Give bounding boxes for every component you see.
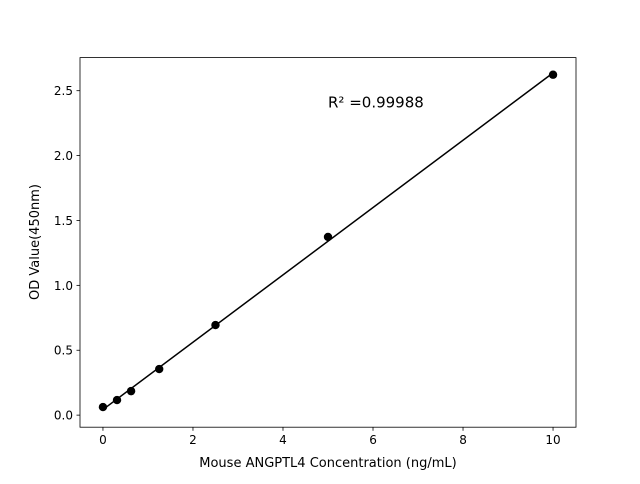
y-tick-label: 1.5 xyxy=(54,214,73,228)
x-tick-label: 8 xyxy=(459,433,467,447)
y-tick-label: 0.5 xyxy=(54,344,73,358)
x-axis-label: Mouse ANGPTL4 Concentration (ng/mL) xyxy=(199,456,456,471)
x-tick-label: 0 xyxy=(99,433,107,447)
plot-frame xyxy=(79,57,577,428)
x-tick-label: 6 xyxy=(369,433,377,447)
y-tick-label: 1.0 xyxy=(54,279,73,293)
y-tick-label: 2.5 xyxy=(54,84,73,98)
x-tick-label: 10 xyxy=(545,433,560,447)
data-point xyxy=(126,386,136,396)
y-axis-label: OD Value(450nm) xyxy=(28,184,43,300)
fit-line xyxy=(102,72,554,411)
x-tick-label: 4 xyxy=(279,433,287,447)
data-point xyxy=(323,232,333,242)
x-tick-label: 2 xyxy=(189,433,197,447)
data-point xyxy=(211,320,220,330)
y-tick-label: 0.0 xyxy=(54,409,73,423)
y-tick-label: 2.0 xyxy=(54,149,73,163)
annotation-r2: R² =0.99988 xyxy=(328,94,424,112)
data-point xyxy=(155,364,164,374)
data-point xyxy=(112,395,122,405)
data-point xyxy=(548,70,558,79)
data-point xyxy=(98,402,108,412)
